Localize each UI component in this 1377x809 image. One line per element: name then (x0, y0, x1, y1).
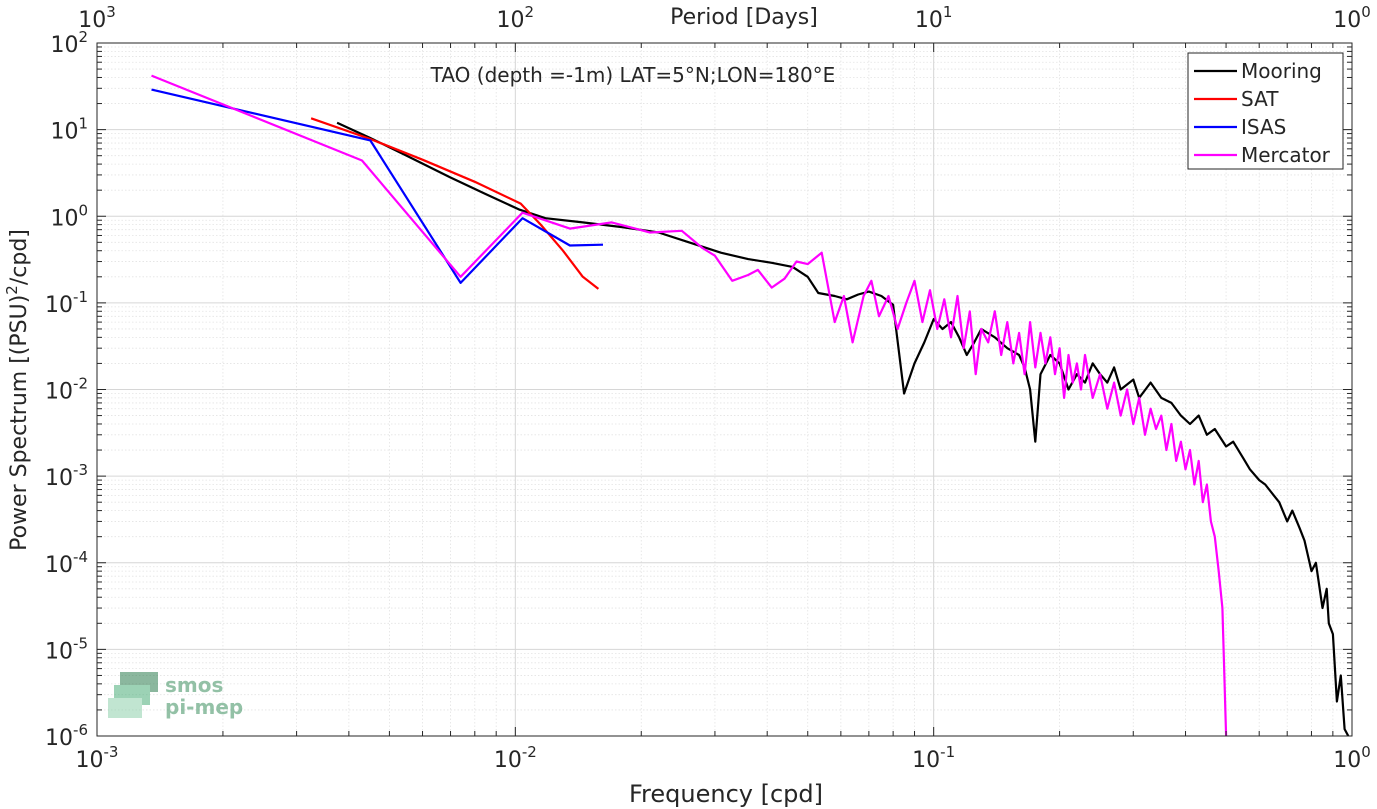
legend-label-isas: ISAS (1241, 115, 1286, 139)
top-tick-labels: 103 102 101 100 (78, 3, 1371, 33)
top-tick-label-base: 10 (915, 8, 943, 33)
series-line-isas (151, 88, 604, 284)
y-tick-label: 10-3 (45, 461, 88, 491)
y-tick-label: 10-4 (45, 548, 88, 578)
y-tick-label-base: 10 (50, 206, 78, 231)
watermark-smos: smos (165, 673, 223, 697)
x-tick-label: 10-3 (76, 743, 119, 773)
chart-title: TAO (depth =-1m) LAT=5°N;LON=180°E (430, 63, 836, 87)
series-line-sat (310, 117, 600, 290)
y-tick-label-base: 10 (45, 726, 73, 751)
top-axis-label: Period [Days] (670, 5, 818, 30)
watermark-pimep: pi-mep (165, 695, 243, 719)
y-tick-label-base: 10 (45, 293, 73, 318)
legend-label-mercator: Mercator (1241, 143, 1331, 167)
series-line-mooring (336, 121, 1350, 737)
x-tick-label-exponent: 0 (1361, 743, 1371, 761)
smos-pimep-watermark: smos pi-mep (108, 672, 243, 719)
top-tick-label: 102 (497, 3, 535, 33)
y-tick-label-exponent: -6 (73, 721, 88, 739)
y-axis-label-superscript: 2 (3, 285, 21, 295)
y-axis-label-tail: /cpd] (7, 229, 32, 285)
x-tick-label: 10-2 (494, 743, 537, 773)
x-axis-label: Frequency [cpd] (629, 780, 823, 808)
series-layer (151, 74, 1350, 737)
y-tick-label-base: 10 (50, 33, 78, 58)
legend: Mooring SAT ISAS Mercator (1187, 52, 1344, 170)
top-tick-label-base: 10 (1333, 8, 1361, 33)
top-tick-label-exponent: 1 (943, 3, 953, 21)
top-tick-label: 100 (1333, 3, 1371, 33)
y-tick-label-base: 10 (45, 639, 73, 664)
top-tick-label-exponent: 2 (525, 3, 535, 21)
x-tick-label-exponent: -2 (522, 743, 537, 761)
top-tick-label-exponent: 3 (106, 3, 116, 21)
y-tick-label-exponent: 0 (78, 201, 88, 219)
y-tick-label-exponent: -3 (73, 461, 88, 479)
y-tick-label-exponent: -2 (73, 375, 88, 393)
y-tick-label-exponent: 2 (78, 28, 88, 46)
y-tick-label-base: 10 (45, 466, 73, 491)
y-tick-label: 10-6 (45, 721, 88, 751)
y-tick-label-base: 10 (45, 553, 73, 578)
y-tick-label: 10-2 (45, 375, 88, 405)
y-tick-label-base: 10 (50, 120, 78, 145)
tick-marks (96, 42, 1353, 737)
series-line-mercator (151, 74, 1228, 737)
y-tick-label: 10-5 (45, 634, 88, 664)
y-tick-label-exponent: -5 (73, 634, 88, 652)
y-tick-label-exponent: 1 (78, 115, 88, 133)
y-tick-label-exponent: -1 (73, 288, 88, 306)
top-tick-label-exponent: 0 (1361, 3, 1371, 21)
x-tick-label-exponent: -1 (940, 743, 955, 761)
top-tick-label: 103 (78, 3, 116, 33)
y-axis-label: Power Spectrum [(PSU)2/cpd] (3, 229, 32, 551)
top-tick-label-base: 10 (78, 8, 106, 33)
top-tick-label-base: 10 (497, 8, 525, 33)
y-tick-label: 101 (50, 115, 88, 145)
legend-label-sat: SAT (1241, 87, 1279, 111)
x-tick-labels: 10-3 10-2 10-1 100 (76, 743, 1371, 773)
watermark-mark-front (108, 698, 142, 718)
x-tick-label-exponent: -3 (104, 743, 119, 761)
y-tick-label-base: 10 (45, 380, 73, 405)
x-tick-label-base: 10 (494, 748, 522, 773)
legend-label-mooring: Mooring (1241, 59, 1322, 83)
y-tick-label: 102 (50, 28, 88, 58)
x-tick-label-base: 10 (76, 748, 104, 773)
y-tick-label: 10-1 (45, 288, 88, 318)
y-tick-label-exponent: -4 (73, 548, 88, 566)
x-tick-label: 100 (1333, 743, 1371, 773)
y-axis-label-main: Power Spectrum [(PSU) (7, 295, 32, 551)
legend-box (1187, 52, 1344, 170)
x-tick-label-base: 10 (1333, 748, 1361, 773)
x-tick-label-base: 10 (912, 748, 940, 773)
x-tick-label: 10-1 (912, 743, 955, 773)
y-tick-label: 100 (50, 201, 88, 231)
top-tick-label: 101 (915, 3, 953, 33)
